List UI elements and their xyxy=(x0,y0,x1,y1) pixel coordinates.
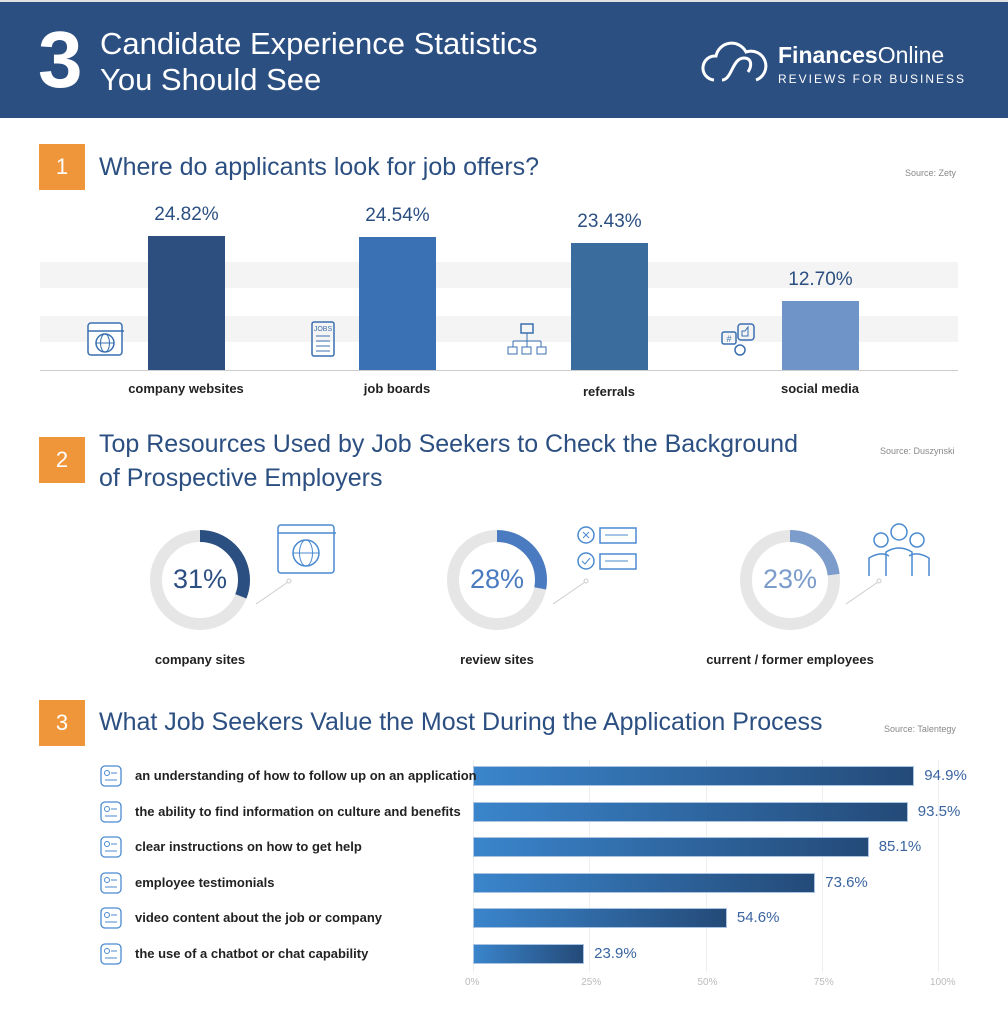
category-label: the use of a chatbot or chat capability xyxy=(135,945,369,961)
brand-name: FinancesOnline xyxy=(778,42,944,69)
bar xyxy=(473,908,727,928)
bar-value-label: 54.6% xyxy=(736,909,780,926)
gridline xyxy=(589,760,591,972)
category-label: an understanding of how to follow up on … xyxy=(135,768,477,783)
browser-globe-icon xyxy=(277,524,336,574)
section-number: 2 xyxy=(39,437,85,483)
section-number: 1 xyxy=(39,144,85,190)
team-icon xyxy=(868,523,930,576)
x-tick-label: 50% xyxy=(697,977,718,988)
donut-slice xyxy=(740,530,840,630)
bar xyxy=(473,943,585,964)
connector-line xyxy=(255,578,292,605)
category-label: referrals xyxy=(582,384,636,399)
category-label: company websites xyxy=(128,381,244,396)
bar-value-label: 94.9% xyxy=(924,767,967,784)
gridline xyxy=(705,760,707,972)
section-title: Where do applicants look for job offers? xyxy=(99,153,540,181)
bar xyxy=(782,301,859,370)
bar xyxy=(359,237,436,370)
svg-text:JOBS: JOBS xyxy=(314,326,333,333)
svg-text:#: # xyxy=(726,334,731,344)
social-media-icon: # xyxy=(721,323,755,356)
brand-tagline: REVIEWS FOR BUSINESS xyxy=(778,72,967,86)
header-title-line1: Candidate Experience Statistics xyxy=(100,26,538,61)
bar xyxy=(473,766,915,786)
section-source: Source: Duszynski xyxy=(880,446,955,456)
category-label: review sites xyxy=(460,652,534,667)
section-title-line2: of Prospective Employers xyxy=(99,464,383,492)
category-label: job boards xyxy=(363,381,431,396)
gridline xyxy=(938,760,939,972)
bar-value-label: 93.5% xyxy=(917,802,961,820)
chatbot-icon xyxy=(100,942,122,965)
gridline xyxy=(473,760,474,972)
category-label: company sites xyxy=(154,652,246,667)
donut-value: 31% xyxy=(172,564,228,594)
workflow-icon xyxy=(100,765,122,787)
x-tick-label: 25% xyxy=(581,977,602,988)
bar xyxy=(473,801,908,822)
connector-line xyxy=(845,578,882,605)
bar-value-label: 73.6% xyxy=(825,873,868,891)
section-title-line1: Top Resources Used by Job Seekers to Che… xyxy=(99,430,798,458)
bar xyxy=(571,243,648,370)
gridline xyxy=(821,760,823,972)
job-board-icon: JOBS xyxy=(311,321,335,357)
browser-globe-icon xyxy=(87,322,124,356)
bar-value-label: 24.54% xyxy=(365,205,430,227)
section-source: Source: Talentegy xyxy=(884,724,956,734)
bar xyxy=(473,837,869,857)
brand-light: Online xyxy=(877,42,945,68)
bar xyxy=(148,235,225,370)
bar-value-label: 85.1% xyxy=(878,838,922,855)
category-label: video content about the job or company xyxy=(135,910,383,925)
baseline xyxy=(40,370,958,371)
donut-chart xyxy=(447,530,547,630)
testimonial-icon xyxy=(100,871,122,894)
bar-value-label: 23.9% xyxy=(594,944,637,962)
document-help-icon xyxy=(100,836,122,858)
header-title-line2: You Should See xyxy=(100,62,322,97)
donut-chart xyxy=(740,530,840,630)
header-banner: 3 Candidate Experience Statistics You Sh… xyxy=(0,0,1008,118)
donut-value: 28% xyxy=(469,564,525,594)
brand-bold: Finances xyxy=(778,42,878,68)
donut-value: 23% xyxy=(762,564,818,594)
category-label: employee testimonials xyxy=(135,874,275,890)
bar-value-label: 23.43% xyxy=(577,211,642,233)
x-tick-label: 75% xyxy=(813,977,834,988)
donut-chart xyxy=(150,530,250,630)
connector-line xyxy=(552,578,589,605)
bar-value-label: 24.82% xyxy=(154,203,219,225)
section-source: Source: Zety xyxy=(905,168,957,178)
people-network-icon xyxy=(100,800,122,823)
category-label: current / former employees xyxy=(706,652,874,667)
donut-slice xyxy=(447,530,547,630)
x-tick-label: 100% xyxy=(930,977,956,988)
checklist-icon xyxy=(577,526,637,570)
cloud-logo-icon xyxy=(701,41,768,82)
bar xyxy=(473,872,816,893)
donut-slice xyxy=(150,530,250,630)
category-label: social media xyxy=(780,381,860,396)
category-label: the ability to find information on cultu… xyxy=(135,803,461,819)
header-number: 3 xyxy=(38,15,83,104)
org-chart-icon xyxy=(507,323,547,355)
category-label: clear instructions on how to get help xyxy=(135,839,362,854)
x-tick-label: 0% xyxy=(465,977,480,988)
section-number: 3 xyxy=(39,700,85,746)
video-icon xyxy=(100,907,122,929)
bar-value-label: 12.70% xyxy=(788,269,853,291)
section-title: What Job Seekers Value the Most During t… xyxy=(99,708,823,736)
